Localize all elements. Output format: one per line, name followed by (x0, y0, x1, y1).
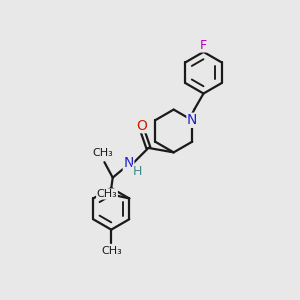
Text: CH₃: CH₃ (97, 189, 117, 199)
Text: N: N (187, 113, 197, 127)
Text: F: F (200, 39, 207, 52)
Text: CH₃: CH₃ (93, 148, 113, 158)
Text: N: N (123, 156, 134, 170)
Text: CH₃: CH₃ (101, 246, 122, 256)
Text: O: O (136, 118, 147, 133)
Text: H: H (133, 165, 142, 178)
